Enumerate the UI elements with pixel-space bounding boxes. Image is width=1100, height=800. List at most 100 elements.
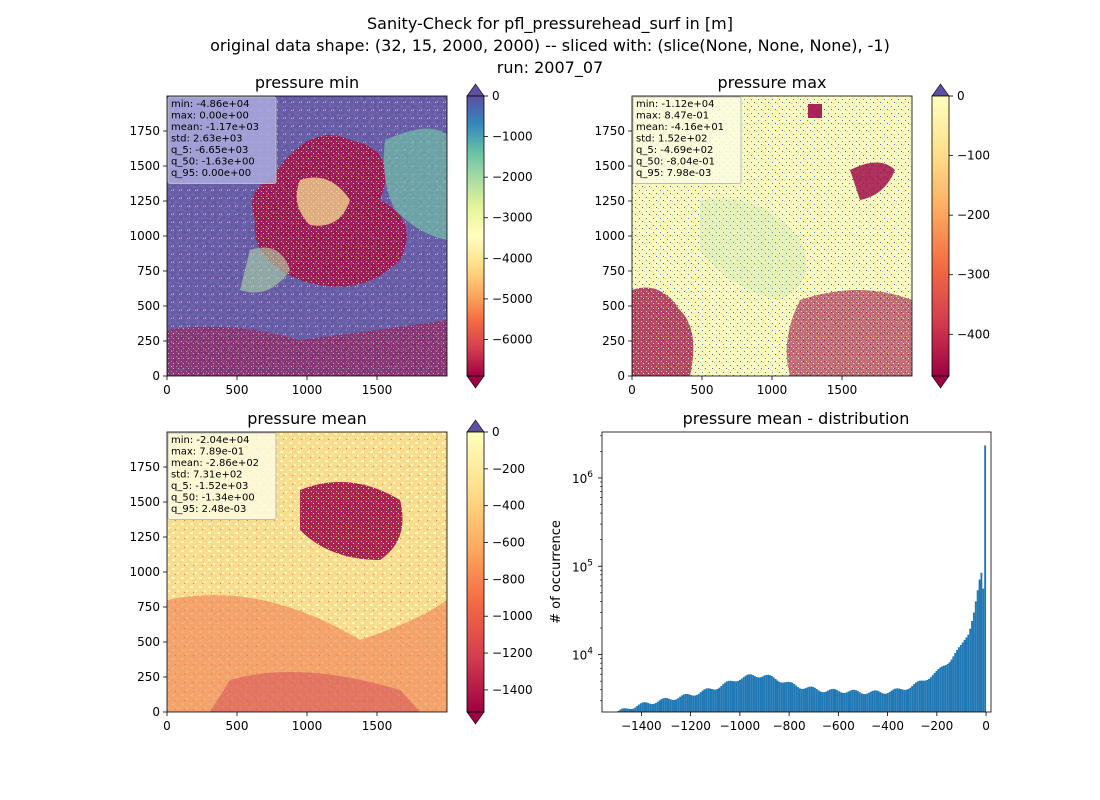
histogram-bar bbox=[950, 659, 953, 712]
y-tick-label: 500 bbox=[602, 299, 625, 313]
colorbar-extend-min bbox=[466, 375, 485, 389]
histogram-bar bbox=[697, 693, 700, 712]
colorbar-extend-max bbox=[466, 419, 485, 433]
x-tick-label: 1000 bbox=[292, 383, 323, 397]
histogram-bar bbox=[819, 691, 822, 712]
histogram-bar bbox=[937, 669, 940, 712]
stats-line: min: -1.12e+04 bbox=[636, 99, 715, 110]
histogram-bar bbox=[815, 689, 818, 712]
stats-line: max: 8.47e-01 bbox=[636, 111, 709, 122]
colorbar-tick-label: −1400 bbox=[492, 683, 533, 697]
histogram-bar bbox=[662, 698, 665, 712]
x-tick-label: −1000 bbox=[720, 719, 761, 733]
y-tick-label: 1750 bbox=[594, 124, 625, 138]
histogram-bar bbox=[978, 579, 981, 712]
y-tick-label: 250 bbox=[137, 670, 160, 684]
histogram-bar bbox=[832, 688, 835, 712]
colorbar-extend-max bbox=[466, 83, 485, 97]
histogram-bar bbox=[658, 700, 661, 712]
x-tick-label: 1500 bbox=[827, 383, 858, 397]
histogram-bar bbox=[675, 699, 678, 712]
histogram-bar bbox=[757, 677, 760, 712]
histogram-bar bbox=[956, 649, 959, 712]
histogram-bar bbox=[931, 675, 934, 712]
histogram-bar bbox=[660, 699, 663, 712]
histogram-bar bbox=[716, 688, 719, 712]
histogram-bar bbox=[679, 696, 682, 712]
colorbar-tick-label: −800 bbox=[492, 572, 525, 586]
colorbar-tick-label: −3000 bbox=[492, 211, 533, 225]
histogram-bar bbox=[731, 681, 734, 712]
histogram-bar bbox=[843, 692, 846, 712]
histogram-bar bbox=[729, 680, 732, 712]
histogram-bar bbox=[928, 678, 930, 712]
x-tick-label: −1200 bbox=[670, 719, 711, 733]
y-tick-label: 1500 bbox=[594, 159, 625, 173]
histogram-bar bbox=[905, 689, 908, 712]
histogram-bar bbox=[703, 689, 706, 712]
histogram-bar bbox=[924, 680, 927, 712]
histogram-bar bbox=[699, 692, 702, 712]
histogram-bar bbox=[643, 702, 646, 712]
histogram-bar bbox=[701, 690, 704, 712]
histogram-bar bbox=[847, 691, 850, 712]
histogram-bar bbox=[856, 691, 859, 712]
colorbar: 0 −1000 −2000 −3000 −4000 −5000 −6000 bbox=[466, 83, 533, 389]
histogram-bar bbox=[778, 681, 781, 712]
x-tick-label: −800 bbox=[773, 719, 806, 733]
histogram-bar bbox=[783, 682, 786, 712]
histogram-bar bbox=[750, 674, 753, 712]
y-tick-label: 1000 bbox=[594, 229, 625, 243]
histogram-bar bbox=[617, 710, 620, 712]
stats-line: std: 2.63e+03 bbox=[171, 134, 243, 145]
histogram-bar bbox=[913, 684, 915, 712]
histogram-bar bbox=[823, 692, 826, 712]
histogram-bar bbox=[669, 699, 672, 712]
histogram-bar bbox=[984, 445, 987, 712]
y-tick-label: 1250 bbox=[129, 530, 160, 544]
histogram-bar bbox=[933, 672, 936, 712]
histogram-bar bbox=[858, 692, 861, 712]
title-line-2: original data shape: (32, 15, 2000, 2000… bbox=[210, 36, 890, 55]
histogram-bar bbox=[780, 682, 783, 712]
histogram-bar bbox=[840, 692, 842, 712]
x-tick-label: 1500 bbox=[362, 719, 393, 733]
histogram-bar bbox=[892, 689, 895, 712]
histogram-bar bbox=[671, 699, 674, 712]
histogram-bar bbox=[787, 681, 790, 712]
histogram-bar bbox=[626, 708, 629, 712]
colorbar-tick-label: −6000 bbox=[492, 332, 533, 346]
histogram-bar bbox=[860, 693, 863, 712]
histogram-bar bbox=[740, 678, 743, 712]
x-tick-label: 0 bbox=[628, 383, 636, 397]
x-tick-label: 500 bbox=[691, 383, 714, 397]
histogram-bar bbox=[959, 645, 962, 712]
y-axis-label: # of occurrence bbox=[549, 520, 564, 624]
histogram-bar bbox=[690, 695, 693, 712]
histogram-bar bbox=[748, 674, 751, 712]
histogram-bar bbox=[673, 699, 676, 712]
histogram-bar bbox=[782, 682, 784, 712]
histogram-bar bbox=[722, 684, 725, 712]
histogram-bar bbox=[737, 680, 740, 712]
histogram-bar bbox=[636, 706, 639, 712]
panel-title: pressure min bbox=[255, 73, 359, 92]
histogram-bar bbox=[838, 691, 841, 712]
x-tick-label: 0 bbox=[163, 719, 171, 733]
x-tick-label: 0 bbox=[982, 719, 990, 733]
histogram-bar bbox=[920, 680, 923, 712]
histogram-bar bbox=[694, 695, 697, 712]
histogram-bar bbox=[770, 676, 773, 712]
histogram-bar bbox=[834, 689, 837, 712]
histogram-bar bbox=[727, 680, 730, 712]
histogram-bar bbox=[767, 674, 770, 712]
panel-title: pressure mean - distribution bbox=[683, 409, 910, 428]
x-tick-label: −200 bbox=[920, 719, 953, 733]
histogram-bar bbox=[885, 693, 887, 712]
stats-box-background bbox=[167, 96, 277, 184]
histogram-bar bbox=[976, 590, 979, 712]
histogram-bar bbox=[828, 689, 831, 712]
colorbar-tick-label: −1000 bbox=[492, 130, 533, 144]
histogram-bar bbox=[862, 694, 865, 712]
